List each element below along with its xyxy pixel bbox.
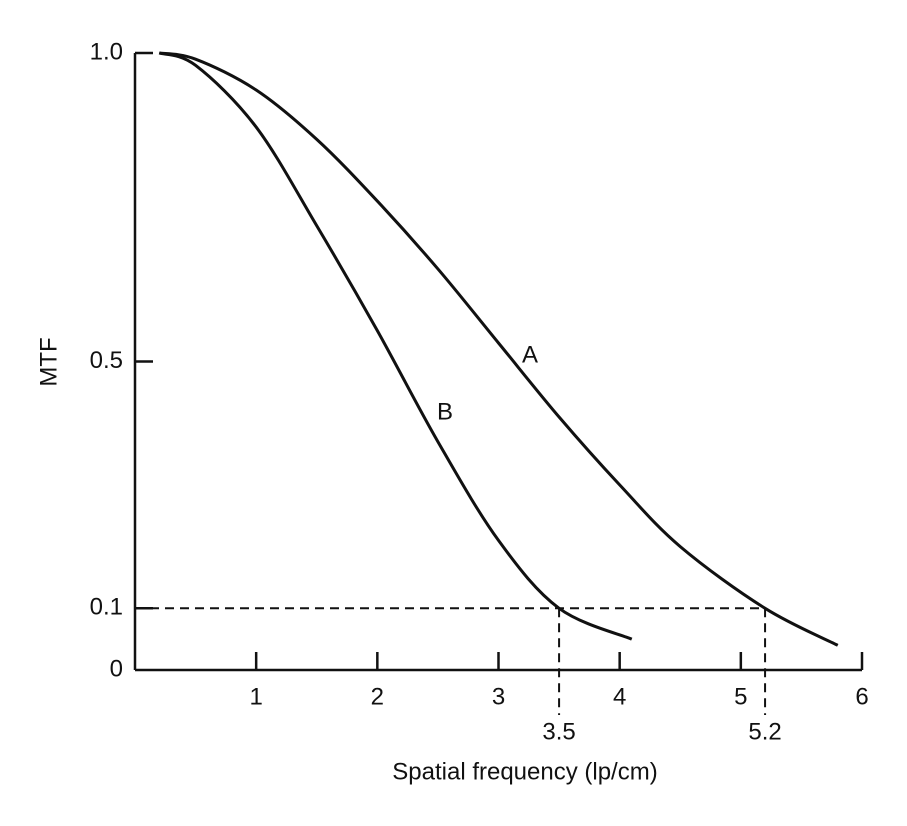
series-label: B <box>437 398 453 425</box>
line-series <box>158 51 633 641</box>
y-tick-label: 0 <box>110 655 123 682</box>
reference-label: 5.2 <box>748 718 781 745</box>
x-tick-label: 4 <box>613 683 626 710</box>
y-tick-label: 0.5 <box>90 347 123 374</box>
y-axis-title: MTF <box>35 337 62 386</box>
x-axis-title: Spatial frequency (lp/cm) <box>392 758 657 785</box>
line-series <box>158 51 839 647</box>
series-label: A <box>522 341 538 368</box>
x-tick-label: 2 <box>371 683 384 710</box>
x-tick-label: 3 <box>492 683 505 710</box>
x-tick-label: 6 <box>855 683 868 710</box>
y-tick-label: 1.0 <box>90 38 123 65</box>
y-tick-label: 0.1 <box>90 594 123 621</box>
x-tick-label: 5 <box>734 683 747 710</box>
x-tick-label: 1 <box>249 683 262 710</box>
reference-label: 3.5 <box>542 718 575 745</box>
